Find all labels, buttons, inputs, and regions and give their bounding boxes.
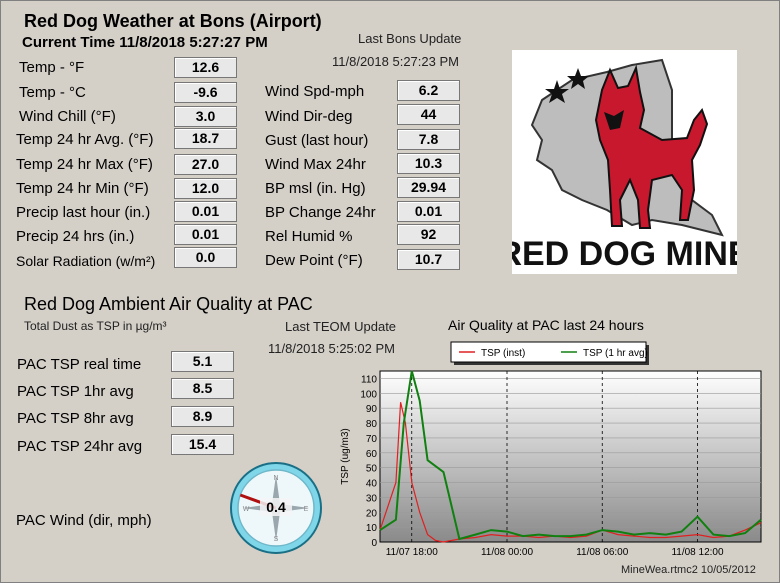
gust-value: 7.8 [397, 129, 460, 150]
air-quality-title: Red Dog Ambient Air Quality at PAC [24, 294, 313, 314]
x-tick-label: 11/07 18:00 [386, 547, 439, 558]
series-line-tsp-1hr-avg [379, 370, 762, 541]
current-time-label: Current Time [22, 34, 116, 51]
last-teom-label: Last TEOM Update [285, 319, 397, 334]
bp-change-label: BP Change 24hr [265, 204, 376, 221]
wind-dir-value: 44 [397, 104, 460, 125]
pac-tsp-24hr-value: 15.4 [171, 434, 234, 455]
last-update-label: Last Bons Update [358, 31, 462, 46]
precip-24hrs-label: Precip 24 hrs (in.) [16, 228, 135, 245]
air-quality-subtitle: Total Dust as TSP in µg/m³ [24, 319, 167, 333]
precip-last-hour-label: Precip last hour (in.) [16, 204, 151, 221]
wind-compass-icon: N S W E 0.4 [230, 462, 322, 554]
x-tick-label: 11/08 00:00 [481, 547, 534, 558]
compass-n: N [273, 475, 278, 482]
pac-tsp-1hr-value: 8.5 [171, 378, 234, 399]
y-tick-label: 50 [366, 464, 378, 475]
last-update-value: 11/8/2018 5:27:23 PM [332, 54, 459, 69]
temp-24hr-min-value: 12.0 [174, 178, 237, 199]
gust-label: Gust (last hour) [265, 132, 369, 149]
wind-chill-label: Wind Chill (°F) [19, 108, 116, 125]
pac-tsp-8hr-value: 8.9 [171, 406, 234, 427]
temp-f-value: 12.6 [174, 57, 237, 78]
legend-label: TSP (inst) [481, 348, 525, 359]
wind-dir-label: Wind Dir-deg [265, 108, 353, 125]
temp-24hr-max-label: Temp 24 hr Max (°F) [16, 156, 153, 173]
legend-label: TSP (1 hr avg) [583, 348, 648, 359]
temp-24hr-min-label: Temp 24 hr Min (°F) [16, 180, 149, 197]
precip-24hrs-value: 0.01 [174, 224, 237, 245]
y-axis-label: TSP (ug/m3) [340, 428, 351, 485]
page-title: Red Dog Weather at Bons (Airport) [24, 11, 322, 31]
pac-tsp-8hr-label: PAC TSP 8hr avg [17, 410, 134, 427]
compass-e: E [304, 506, 309, 513]
pac-tsp-24hr-label: PAC TSP 24hr avg [17, 438, 143, 455]
pac-tsp-1hr-label: PAC TSP 1hr avg [17, 383, 134, 400]
dew-point-value: 10.7 [397, 249, 460, 270]
temp-24hr-max-value: 27.0 [174, 154, 237, 175]
y-tick-label: 20 [366, 508, 378, 519]
logo-text: RED DOG MINE [512, 235, 737, 273]
wind-max-value: 10.3 [397, 153, 460, 174]
dew-point-label: Dew Point (°F) [265, 252, 363, 269]
current-time: Current Time 11/8/2018 5:27:27 PM [22, 34, 268, 51]
logo-graphic: RED DOG MINE [497, 50, 751, 274]
y-tick-label: 0 [371, 538, 377, 549]
wind-speed-readout: 0.4 [266, 499, 286, 515]
compass-s: S [274, 536, 279, 543]
y-tick-label: 110 [361, 374, 377, 385]
y-tick-label: 30 [366, 493, 378, 504]
temp-24hr-avg-value: 18.7 [174, 128, 237, 149]
rel-humid-label: Rel Humid % [265, 228, 353, 245]
solar-radiation-label: Solar Radiation (w/m²) [16, 253, 156, 269]
air-quality-chart: 0 10 20 30 40 50 60 70 80 90 100 110 11/07 18:00 11/0… [336, 336, 776, 576]
red-dog-mine-logo: RED DOG MINE [497, 50, 751, 274]
bp-change-value: 0.01 [397, 201, 460, 222]
legend-box [450, 341, 647, 363]
temp-c-label: Temp - °C [19, 84, 86, 101]
wind-chill-value: 3.0 [174, 106, 237, 127]
y-tick-label: 60 [366, 449, 378, 460]
y-tick-label: 80 [366, 419, 378, 430]
last-teom-value: 11/8/2018 5:25:02 PM [268, 341, 395, 356]
y-tick-label: 100 [360, 389, 377, 400]
wind-gauge: N S W E 0.4 [229, 461, 323, 555]
solar-radiation-value: 0.0 [174, 247, 237, 268]
y-tick-label: 10 [366, 523, 378, 534]
wind-max-label: Wind Max 24hr [265, 156, 366, 173]
bp-msl-value: 29.94 [397, 177, 460, 198]
chart-svg: 0 10 20 30 40 50 60 70 80 90 100 110 11/07 18:00 11/0… [340, 341, 762, 558]
temp-24hr-avg-label: Temp 24 hr Avg. (°F) [16, 131, 154, 148]
plot-area [379, 370, 762, 543]
footer-version: MineWea.rtmc2 10/05/2012 [621, 564, 756, 576]
temp-f-label: Temp - °F [19, 59, 85, 76]
y-tick-label: 40 [366, 479, 378, 490]
bp-msl-label: BP msl (in. Hg) [265, 180, 366, 197]
compass-w: W [243, 506, 250, 513]
y-tick-label: 90 [366, 404, 378, 415]
current-time-value: 11/8/2018 5:27:27 PM [119, 34, 268, 51]
pac-wind-label: PAC Wind (dir, mph) [16, 512, 152, 529]
pac-tsp-realtime-label: PAC TSP real time [17, 356, 142, 373]
wind-speed-value: 6.2 [397, 80, 460, 101]
chart-title: Air Quality at PAC last 24 hours [448, 317, 644, 333]
rel-humid-value: 92 [397, 224, 460, 245]
wind-speed-label: Wind Spd-mph [265, 83, 365, 100]
pac-tsp-realtime-value: 5.1 [171, 351, 234, 372]
temp-c-value: -9.6 [174, 82, 237, 103]
y-tick-label: 70 [366, 434, 378, 445]
series-line-tsp-inst [379, 402, 762, 543]
precip-last-hour-value: 0.01 [174, 201, 237, 222]
x-tick-label: 11/08 12:00 [671, 547, 724, 558]
x-tick-label: 11/08 06:00 [576, 547, 629, 558]
